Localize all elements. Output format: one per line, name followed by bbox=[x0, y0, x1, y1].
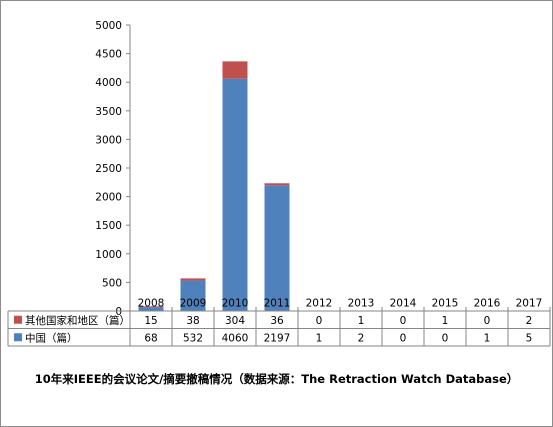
bar-china-2010 bbox=[222, 78, 248, 311]
table-cell: 36 bbox=[270, 315, 284, 327]
y-tick-label: 1000 bbox=[95, 249, 122, 261]
y-tick-label: 3500 bbox=[95, 106, 122, 118]
table-cell: 1 bbox=[484, 332, 491, 344]
y-axis: 0 500 1000 1500 2000 2500 3000 3500 4000 4500 5000 bbox=[95, 20, 131, 318]
y-tick-label: 5000 bbox=[95, 20, 122, 32]
table-cell: 0 bbox=[316, 315, 323, 327]
y-tick-label: 0 bbox=[115, 306, 122, 318]
bar-other-2010 bbox=[222, 61, 248, 79]
table-cell: 5 bbox=[526, 332, 533, 344]
table-cell: 0 bbox=[400, 332, 407, 344]
table-cell: 304 bbox=[225, 315, 245, 327]
table-cell: 2 bbox=[358, 332, 365, 344]
x-tick-label: 2014 bbox=[390, 298, 417, 310]
table-cell: 4060 bbox=[222, 332, 249, 344]
legend-label: 其他国家和地区（篇） bbox=[25, 314, 130, 327]
data-table: 2008 2009 2010 2011 2012 2013 2014 2015 2016 2017… bbox=[7, 298, 551, 347]
y-tick-label: 4000 bbox=[95, 77, 122, 89]
x-tick-label: 2016 bbox=[474, 298, 501, 310]
table-cell: 1 bbox=[316, 332, 323, 344]
stacked-bar-chart: 0500100015002000250030003500400045005000… bbox=[7, 20, 551, 347]
x-tick-label: 2013 bbox=[348, 298, 375, 310]
table-cell: 2 bbox=[526, 315, 533, 327]
bar-other-2008 bbox=[138, 306, 164, 308]
y-tick-label: 1500 bbox=[95, 220, 122, 232]
chart-caption: 10年来IEEE的会议论文/摘要撤稿情况（数据来源：The Retraction… bbox=[34, 372, 519, 386]
table-cell: 532 bbox=[183, 332, 203, 344]
x-tick-label: 2010 bbox=[222, 298, 249, 310]
bar-other-2011 bbox=[264, 183, 290, 186]
bar-china-2009 bbox=[180, 280, 206, 311]
table-cell: 2197 bbox=[264, 332, 291, 344]
table-cell: 15 bbox=[144, 315, 157, 327]
legend-swatch bbox=[14, 333, 22, 342]
y-tick-label: 2000 bbox=[95, 192, 122, 204]
table-cell: 38 bbox=[186, 315, 199, 327]
bar-china-2008 bbox=[138, 307, 164, 311]
x-tick-label: 2017 bbox=[516, 298, 543, 310]
y-tick-label: 4500 bbox=[95, 49, 122, 61]
x-tick-label: 2011 bbox=[264, 298, 291, 310]
y-tick-label: 500 bbox=[102, 277, 122, 289]
table-cell: 68 bbox=[144, 332, 157, 344]
x-tick-label: 2012 bbox=[306, 298, 333, 310]
table-cell: 1 bbox=[442, 315, 449, 327]
y-tick-label: 2500 bbox=[95, 163, 122, 175]
table-cell: 0 bbox=[484, 315, 491, 327]
x-tick-label: 2015 bbox=[432, 298, 459, 310]
table-cell: 0 bbox=[400, 315, 407, 327]
bar-other-2009 bbox=[180, 278, 206, 281]
x-tick-label: 2009 bbox=[180, 298, 207, 310]
table-cell: 1 bbox=[358, 315, 365, 327]
x-tick-label: 2008 bbox=[138, 298, 165, 310]
legend-swatch bbox=[14, 315, 22, 324]
legend-label: 中国（篇） bbox=[25, 331, 78, 344]
bar-china-2011 bbox=[264, 185, 290, 311]
bars bbox=[138, 61, 542, 311]
table-cell: 0 bbox=[442, 332, 449, 344]
y-tick-label: 3000 bbox=[95, 134, 122, 146]
